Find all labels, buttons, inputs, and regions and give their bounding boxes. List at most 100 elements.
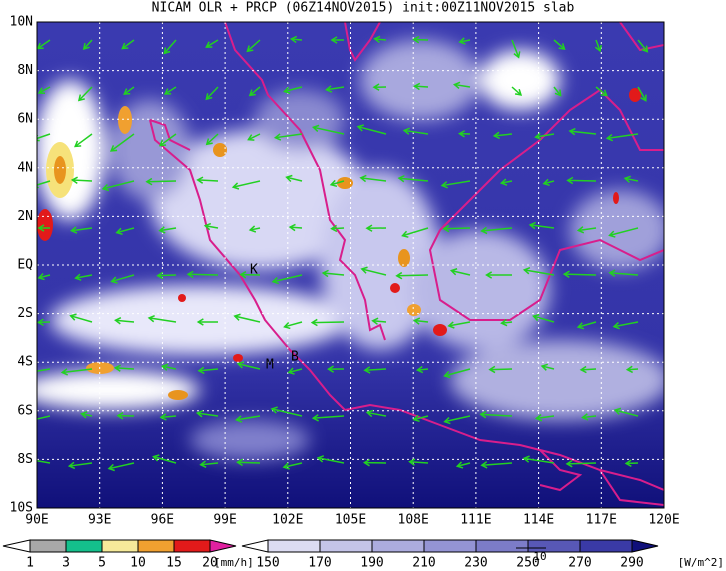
wind-arrow-head: [270, 406, 278, 414]
wind-arrow: [459, 39, 471, 43]
wind-arrow-head: [115, 227, 123, 235]
wind-arrow-head: [289, 35, 298, 44]
wind-arrow-head: [554, 89, 562, 97]
wind-arrow: [313, 415, 345, 419]
wind-arrow-head: [110, 276, 118, 284]
wind-arrow-head: [625, 365, 633, 374]
wind-arrow-head: [453, 81, 461, 89]
wind-arrow-head: [37, 318, 44, 326]
wind-arrow-head: [458, 130, 466, 138]
lat-label: 2S: [17, 306, 33, 321]
lon-label: 120E: [648, 513, 679, 528]
wind-arrow: [83, 39, 93, 50]
wind-arrow-head: [159, 413, 167, 421]
wind-arrow: [609, 271, 639, 276]
wind-arrow-head: [160, 363, 169, 371]
wind-arrow: [318, 457, 345, 464]
wind-arrow-head: [37, 134, 40, 142]
wind-arrow-head: [600, 89, 608, 97]
wind-arrow: [146, 180, 177, 183]
wind-arrow: [494, 133, 513, 137]
wind-arrow: [444, 368, 471, 377]
wind-arrow: [69, 462, 93, 467]
wind-arrow-head: [605, 133, 614, 142]
wind-arrow: [234, 315, 261, 323]
wind-arrow-head: [488, 365, 496, 374]
wind-arrow: [313, 126, 345, 135]
lat-label: 2N: [17, 209, 33, 224]
wind-arrow: [398, 177, 429, 182]
wind-arrow: [543, 180, 555, 185]
wind-arrow-head: [566, 176, 574, 185]
wind-arrow-head: [416, 365, 424, 374]
wind-arrow-head: [562, 270, 570, 279]
wind-arrow-head: [455, 461, 464, 469]
lat-label: 4S: [17, 355, 33, 370]
wind-arrow-head: [532, 313, 540, 322]
wind-arrow-head: [330, 36, 338, 44]
cloud-field: [37, 40, 664, 460]
wind-arrow: [250, 227, 261, 231]
wind-arrow: [291, 38, 303, 41]
wind-arrow-head: [247, 134, 255, 141]
lat-label: EQ: [17, 258, 33, 273]
wind-arrow-head: [107, 463, 115, 472]
wind-arrow-head: [321, 269, 329, 278]
wind-arrow-head: [327, 365, 335, 373]
lat-label: 8S: [17, 452, 33, 467]
wind-arrow: [37, 39, 51, 50]
wind-arrow-head: [113, 364, 121, 372]
wind-arrow: [481, 227, 513, 232]
wind-arrow-head: [37, 224, 45, 232]
wind-arrow: [159, 227, 177, 232]
lon-label: 99E: [213, 513, 236, 528]
wind-arrow: [441, 180, 471, 187]
wind-arrow-head: [109, 145, 118, 152]
wind-arrow-head: [156, 271, 164, 280]
wind-arrow: [480, 413, 513, 417]
wind-arrow-head: [70, 176, 78, 184]
wind-arrow-head: [443, 416, 451, 425]
wind-arrow: [501, 180, 513, 184]
legend-tick: 290: [620, 556, 643, 571]
wind-arrow: [284, 86, 303, 93]
map-area: K M B: [37, 22, 664, 508]
wind-arrow-head: [196, 176, 204, 184]
legend-box: [423, 539, 477, 553]
wind-arrow: [111, 274, 135, 283]
legend-tick: 250: [516, 556, 539, 571]
wind-arrow: [553, 39, 566, 50]
wind-arrow-head: [199, 460, 207, 468]
wind-arrow-head: [288, 223, 296, 232]
wind-arrow: [396, 274, 429, 277]
legend-box: [267, 539, 321, 553]
wind-arrow-head: [522, 266, 531, 275]
wind-arrow: [448, 321, 471, 327]
wind-arrow: [288, 368, 303, 374]
wind-arrow-head: [152, 454, 160, 462]
lon-label: 117E: [586, 513, 617, 528]
legend-tick: 210: [412, 556, 435, 571]
wind-arrow-head: [397, 174, 405, 183]
wind-arrow: [286, 176, 303, 182]
lat-label: 6N: [17, 112, 33, 127]
wind-arrow: [62, 368, 93, 374]
wind-arrow: [582, 415, 597, 419]
wind-arrow: [115, 319, 135, 323]
wind-arrow-head: [624, 459, 632, 467]
wind-arrow-head: [60, 368, 69, 376]
wind-arrow: [454, 83, 471, 88]
wind-arrow-head: [485, 271, 493, 279]
wind-arrow-head: [186, 270, 194, 279]
wind-arrow-head: [203, 222, 212, 231]
wind-arrow: [372, 319, 387, 323]
wind-arrow: [578, 227, 597, 232]
wind-arrow: [374, 38, 387, 41]
lat-label: 10S: [10, 501, 33, 516]
wind-arrow: [160, 415, 177, 419]
legend-tick: 190: [360, 556, 383, 571]
wind-arrow-head: [568, 127, 576, 136]
wind-arrow-head: [74, 273, 82, 281]
wind-arrow: [326, 86, 345, 91]
